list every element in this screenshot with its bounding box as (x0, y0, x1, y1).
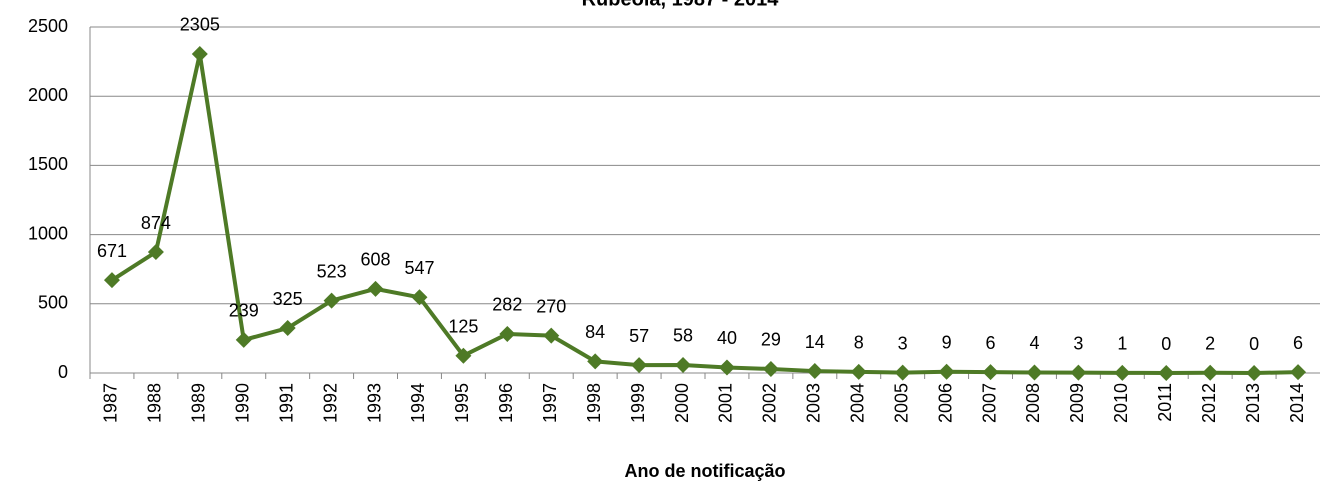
marker (1070, 364, 1087, 381)
marker (1158, 365, 1175, 381)
data-label: 671 (97, 241, 127, 261)
data-label: 608 (361, 250, 391, 270)
data-label: 3 (1073, 333, 1083, 353)
data-label: 58 (673, 326, 693, 346)
x-tick-label: 1994 (408, 383, 428, 423)
marker (367, 280, 384, 297)
marker (279, 320, 296, 337)
data-label: 9 (942, 333, 952, 353)
marker (411, 289, 428, 306)
x-tick-label: 1998 (584, 383, 604, 423)
marker (806, 363, 823, 380)
x-tick-label: 1996 (496, 383, 516, 423)
marker (1246, 365, 1263, 381)
x-tick-label: 1989 (189, 383, 209, 423)
data-label: 2 (1205, 333, 1215, 353)
x-tick-label: 1993 (364, 383, 384, 423)
marker (1202, 364, 1219, 381)
data-label: 6 (1293, 333, 1303, 353)
data-label: 57 (629, 326, 649, 346)
data-label: 547 (404, 258, 434, 278)
data-label: 4 (1029, 333, 1039, 353)
marker (499, 325, 516, 342)
marker (1114, 364, 1131, 381)
y-tick-label: 1000 (28, 223, 68, 243)
marker (1026, 364, 1043, 381)
x-tick-label: 2011 (1155, 383, 1175, 422)
x-tick-label: 2005 (891, 383, 911, 423)
marker (982, 364, 999, 381)
data-label: 14 (805, 332, 825, 352)
data-label: 523 (317, 261, 347, 281)
data-label: 40 (717, 328, 737, 348)
data-label: 29 (761, 330, 781, 350)
y-tick-label: 500 (38, 293, 68, 313)
x-tick-label: 2010 (1111, 383, 1131, 423)
x-tick-label: 2003 (804, 383, 824, 423)
marker (147, 244, 164, 261)
y-tick-label: 2500 (28, 16, 68, 36)
x-tick-label: 2007 (979, 383, 999, 423)
x-tick-label: 2000 (672, 383, 692, 423)
x-tick-label: 1995 (452, 383, 472, 423)
x-tick-label: 2009 (1067, 383, 1087, 423)
y-tick-label: 1500 (28, 154, 68, 174)
data-label: 270 (536, 296, 566, 316)
x-tick-label: 2012 (1199, 383, 1219, 423)
data-label: 282 (492, 295, 522, 315)
marker (323, 292, 340, 309)
marker (762, 360, 779, 377)
marker (850, 363, 867, 380)
x-tick-label: 2002 (760, 383, 780, 423)
data-label: 125 (448, 316, 478, 336)
data-label: 2305 (180, 15, 220, 35)
data-label: 0 (1249, 334, 1259, 354)
marker (938, 363, 955, 380)
marker (103, 272, 120, 289)
data-label: 874 (141, 213, 171, 233)
x-tick-label: 2014 (1287, 383, 1307, 423)
marker (235, 331, 252, 348)
x-tick-label: 1987 (101, 383, 121, 423)
data-label: 6 (986, 333, 996, 353)
marker (543, 327, 560, 344)
data-label: 1 (1117, 334, 1127, 354)
x-tick-label: 1997 (540, 383, 560, 423)
y-tick-label: 0 (58, 362, 68, 382)
x-tick-label: 1990 (233, 383, 253, 423)
x-axis-label: Ano de notificação (624, 461, 785, 481)
marker (675, 356, 692, 373)
marker (894, 364, 911, 381)
data-label: 8 (854, 333, 864, 353)
data-label: 325 (273, 289, 303, 309)
data-label: 0 (1161, 334, 1171, 354)
x-tick-label: 2001 (716, 383, 736, 423)
x-tick-label: 2004 (848, 383, 868, 423)
chart-title: Rubéola, 1987 - 2014 (582, 0, 780, 10)
marker (455, 347, 472, 364)
marker (1290, 364, 1307, 381)
marker (191, 45, 208, 62)
x-tick-label: 2008 (1023, 383, 1043, 423)
marker (631, 357, 648, 374)
marker (718, 359, 735, 376)
x-tick-label: 2013 (1243, 383, 1263, 423)
data-label: 84 (585, 322, 605, 342)
x-tick-label: 1992 (320, 383, 340, 423)
y-tick-label: 2000 (28, 85, 68, 105)
line (110, 51, 1299, 375)
x-tick-label: 1999 (628, 383, 648, 423)
x-tick-label: 1991 (276, 383, 296, 423)
x-tick-label: 2006 (935, 383, 955, 423)
marker (587, 353, 604, 370)
data-label: 239 (229, 301, 259, 321)
x-tick-label: 1988 (145, 383, 165, 423)
data-label: 3 (898, 333, 908, 353)
